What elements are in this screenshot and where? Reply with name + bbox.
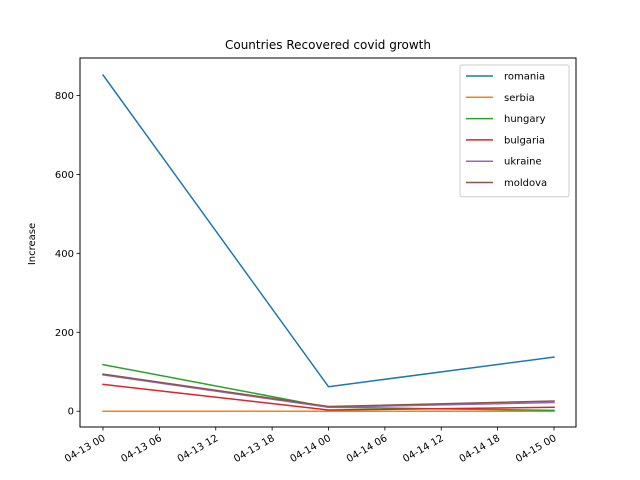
legend-label-moldova: moldova [504,178,547,189]
legend-label-serbia: serbia [504,93,535,104]
plot-frame [79,57,577,428]
legend: romania serbia hungary bulgaria ukraine moldo… [459,64,570,198]
series-line-romania [101,73,555,388]
series-line-bulgaria [102,383,555,411]
y-tick-label: 600 [55,170,74,181]
y-tick-label: 0 [68,407,74,418]
chart-title: Countries Recovered covid growth [225,38,431,52]
y-axis-label: Increase [27,223,38,265]
legend-label-hungary: hungary [504,114,546,125]
legend-label-romania: romania [504,72,545,83]
legend-label-ukraine: ukraine [504,157,542,168]
y-tick-label: 800 [55,91,74,102]
series-line-moldova [102,373,555,408]
plot-area [101,73,555,412]
series-line-ukraine [102,374,555,409]
y-tick-label: 400 [55,249,74,260]
y-tick-label: 200 [55,328,74,339]
legend-label-bulgaria: bulgaria [504,135,545,146]
